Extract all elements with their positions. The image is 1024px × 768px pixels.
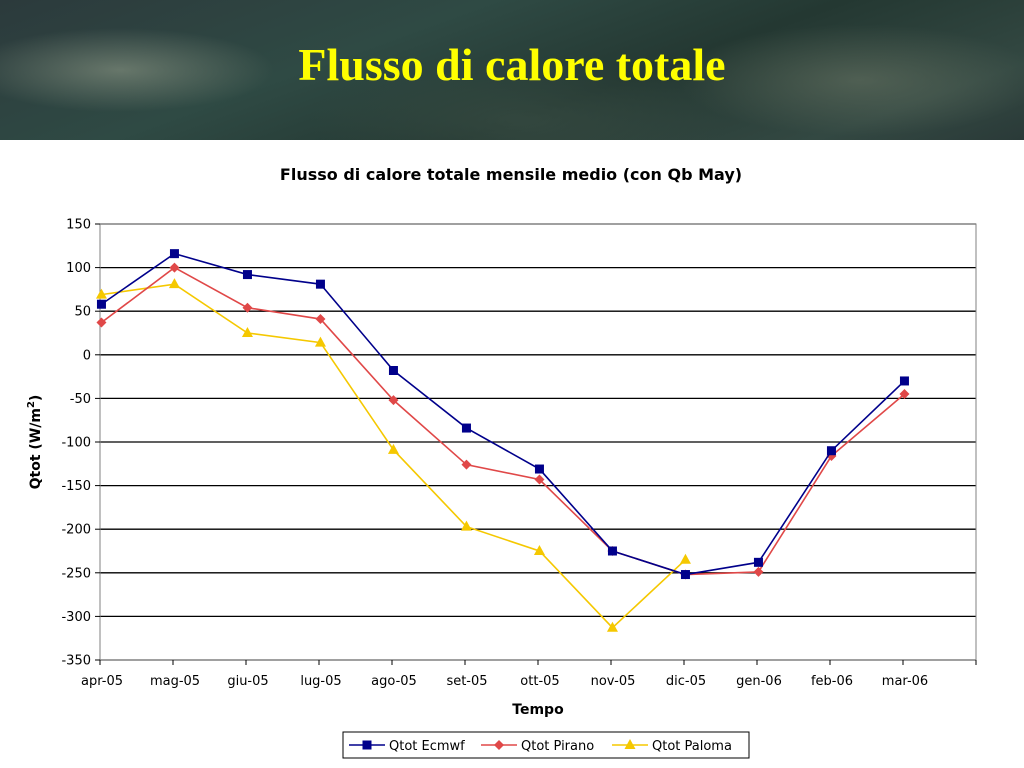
y-tick-label: 100 — [66, 261, 91, 276]
data-point — [315, 314, 326, 325]
legend-box — [342, 731, 750, 759]
data-point — [826, 446, 836, 456]
data-point — [533, 545, 545, 555]
data-point — [534, 474, 545, 485]
y-tick-label: 50 — [74, 305, 91, 320]
series-qtot-pirano — [96, 262, 910, 580]
y-tick-label: -50 — [70, 392, 91, 407]
x-tick-label: feb-06 — [811, 674, 853, 689]
data-point — [362, 740, 372, 750]
series-qtot-paloma — [95, 278, 691, 632]
data-point — [461, 423, 471, 433]
y-tick-label: -200 — [61, 523, 91, 538]
data-point — [169, 262, 180, 273]
x-tick-label: apr-05 — [81, 674, 123, 689]
data-point — [753, 557, 763, 567]
data-point — [606, 621, 618, 632]
x-axis-label: Tempo — [512, 702, 564, 718]
legend-label: Qtot Paloma — [652, 739, 732, 754]
data-point — [388, 365, 398, 375]
legend: Qtot Ecmwf Qtot Pirano Qtot Paloma — [342, 731, 750, 759]
data-point — [96, 299, 106, 309]
data-point — [534, 464, 544, 474]
series-line — [101, 252, 906, 576]
chart-title: Flusso di calore totale mensile medio (c… — [280, 165, 742, 184]
y-tick-label: -350 — [61, 654, 91, 669]
x-tick-label: giu-05 — [227, 674, 268, 689]
y-tick-label: -150 — [61, 479, 91, 494]
data-point — [753, 566, 764, 577]
gridlines — [100, 223, 976, 661]
data-point — [96, 317, 107, 328]
y-tick-label: 150 — [66, 218, 91, 233]
y-tick-label: -250 — [61, 566, 91, 581]
x-tick-label: set-05 — [446, 674, 487, 689]
data-point — [388, 395, 399, 406]
data-point — [461, 459, 472, 470]
data-point — [241, 327, 253, 337]
y-tick-label: 0 — [83, 348, 91, 363]
heat-flux-chart: Flusso di calore totale mensile medio (c… — [26, 165, 977, 759]
legend-entry: Qtot Paloma — [612, 739, 732, 754]
data-point — [314, 336, 326, 347]
series-qtot-ecmwf — [96, 249, 909, 580]
x-tick-label: nov-05 — [591, 674, 636, 689]
data-point — [95, 288, 107, 299]
x-tick-label: mag-05 — [150, 674, 200, 689]
data-point — [899, 376, 909, 386]
x-tick-label: gen-06 — [736, 674, 782, 689]
legend-label: Qtot Pirano — [521, 739, 594, 754]
data-point — [899, 389, 910, 400]
data-point — [679, 553, 691, 564]
data-point — [168, 278, 180, 289]
data-point — [680, 570, 690, 580]
y-tick-label: -300 — [61, 610, 91, 625]
x-tick-label: mar-06 — [882, 674, 928, 689]
series-line — [101, 283, 687, 629]
series-line — [100, 266, 905, 576]
series-lines — [95, 249, 910, 632]
data-point — [607, 546, 617, 556]
slide-title: Flusso di calore totale — [298, 39, 726, 90]
data-point — [494, 740, 504, 750]
x-tick-label: dic-05 — [666, 674, 706, 689]
data-point — [624, 739, 636, 749]
y-tick-label: -100 — [61, 436, 91, 451]
x-tick-label: ott-05 — [520, 674, 559, 689]
data-point — [242, 302, 253, 313]
data-point — [169, 249, 179, 259]
x-tick-label: ago-05 — [371, 674, 417, 689]
data-point — [387, 443, 399, 454]
x-tick-label: lug-05 — [300, 674, 341, 689]
y-axis: 150 100 50 0 -50 -100 -150 -200 -250 -300 -350 — [61, 218, 100, 669]
x-axis: apr-05 mag-05 giu-05 lug-05 ago-05 set-05 ott-… — [81, 660, 977, 689]
legend-entry: Qtot Pirano — [481, 739, 594, 754]
legend-entry: Qtot Ecmwf — [349, 739, 465, 754]
data-point — [460, 520, 472, 531]
data-point — [242, 270, 252, 280]
title-banner: Flusso di calore totale — [0, 0, 1024, 140]
legend-label: Qtot Ecmwf — [389, 739, 465, 754]
data-point — [315, 279, 325, 289]
y-axis-label: Qtot (W/m2) — [26, 395, 44, 490]
